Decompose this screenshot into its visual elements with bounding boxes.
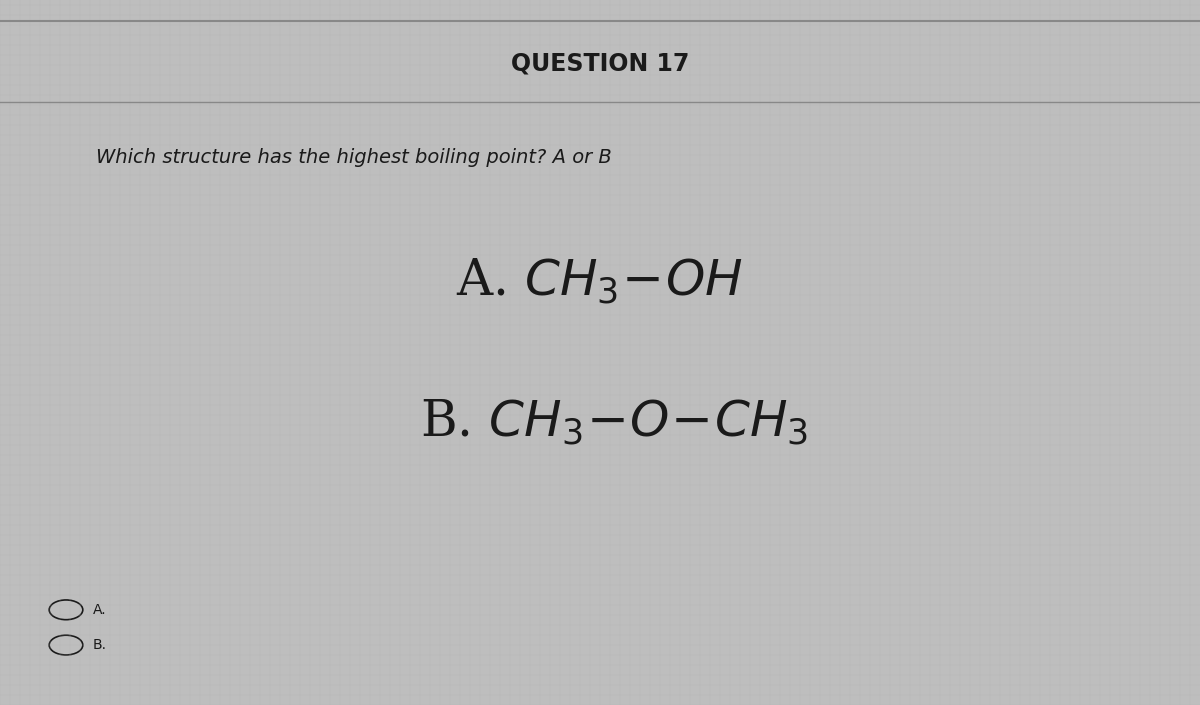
Text: B.: B. <box>92 638 107 652</box>
Text: QUESTION 17: QUESTION 17 <box>511 51 689 75</box>
Text: A. $\mathit{CH_3\!-\!OH}$: A. $\mathit{CH_3\!-\!OH}$ <box>456 257 743 307</box>
Text: B. $\mathit{CH_3\!-\!O\!-\!CH_3}$: B. $\mathit{CH_3\!-\!O\!-\!CH_3}$ <box>420 398 808 448</box>
Text: Which structure has the highest boiling point? A or B: Which structure has the highest boiling … <box>96 148 612 167</box>
Text: A.: A. <box>92 603 106 617</box>
